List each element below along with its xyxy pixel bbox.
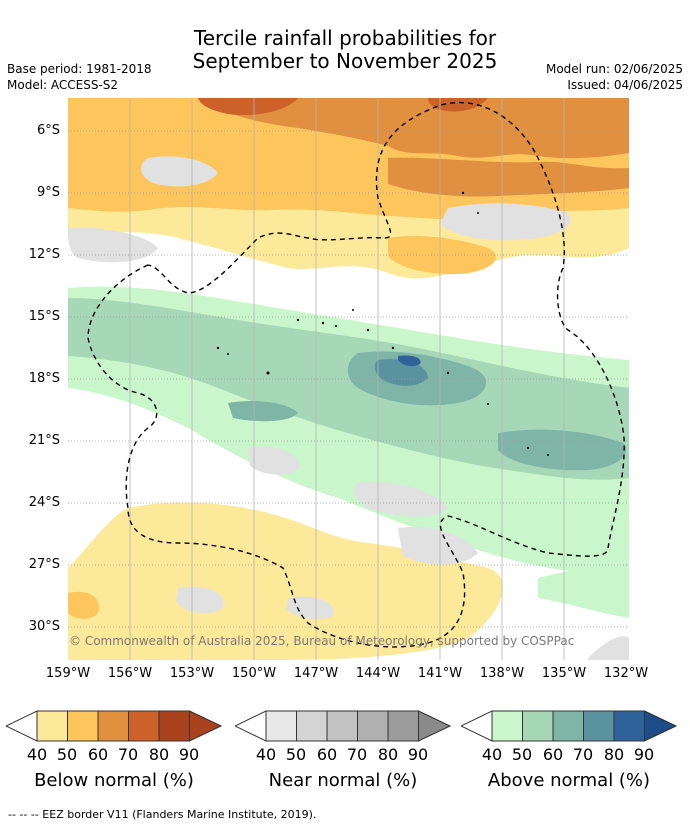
- below-normal-colorbar: [6, 710, 222, 742]
- base-period: Base period: 1981-2018: [7, 62, 152, 76]
- cbar-swatch-60: [97, 710, 129, 742]
- above-normal-60-west: [228, 401, 298, 422]
- cbar-tick: 70: [572, 745, 594, 764]
- lat-label: 18°S: [28, 371, 60, 386]
- cbar-swatch-80: [613, 710, 645, 742]
- near-normal-region-3: [68, 227, 158, 263]
- cbar-swatch-40: [265, 710, 297, 742]
- copyright-notice: © Commonwealth of Australia 2025, Bureau…: [69, 634, 575, 648]
- lat-label: 12°S: [28, 247, 60, 262]
- near-normal-region-4: [248, 446, 300, 475]
- near-normal-title: Near normal (%): [268, 770, 418, 791]
- cbar-tick: 80: [148, 745, 170, 764]
- eez-legend: -- -- -- EEZ border V11 (Flanders Marine…: [8, 808, 317, 821]
- below-normal-south: [68, 502, 503, 660]
- cbar-tick: 60: [316, 745, 338, 764]
- lon-label: 147°W: [293, 666, 339, 681]
- cbar-tick: 40: [481, 745, 503, 764]
- lon-label: 135°W: [541, 666, 587, 681]
- near-normal-region-6: [398, 527, 478, 565]
- cbar-tick: 50: [285, 745, 307, 764]
- lon-label: 138°W: [479, 666, 525, 681]
- cbar-tick: 60: [87, 745, 109, 764]
- cbar-tick: 90: [178, 745, 200, 764]
- lon-label: 156°W: [107, 666, 153, 681]
- cbar-tick: 60: [542, 745, 564, 764]
- longitude-gridlines: [129, 98, 565, 660]
- lon-label: 150°W: [231, 666, 277, 681]
- lon-label: 159°W: [45, 666, 91, 681]
- cbar-over-triangle: [418, 710, 451, 742]
- near-normal-region-9: [588, 636, 629, 660]
- below-normal-60-east: [388, 157, 629, 197]
- latitude-gridlines: [68, 130, 629, 628]
- above-normal-40-south: [538, 566, 629, 618]
- lon-label: 141°W: [417, 666, 463, 681]
- eez-border: [87, 101, 625, 648]
- cbar-tick: 40: [26, 745, 48, 764]
- cbar-tick: 80: [377, 745, 399, 764]
- cbar-swatch-40: [491, 710, 523, 742]
- lat-label: 24°S: [28, 495, 60, 510]
- near-normal-region-5: [353, 482, 448, 517]
- cbar-swatch-50: [522, 710, 554, 742]
- cbar-tick: 40: [255, 745, 277, 764]
- below-normal-50-mid: [388, 236, 497, 275]
- above-normal-50-region: [68, 298, 629, 480]
- lon-label: 153°W: [169, 666, 215, 681]
- above-normal-colorbar: [461, 710, 677, 742]
- cbar-swatch-70: [128, 710, 160, 742]
- lon-label: 144°W: [355, 666, 401, 681]
- near-normal-region-8: [286, 596, 334, 620]
- near-normal-region-7: [176, 586, 224, 614]
- cbar-swatch-80: [158, 710, 190, 742]
- map-title-line2: September to November 2025: [192, 49, 498, 73]
- cbar-swatch-70: [583, 710, 615, 742]
- cbar-swatch-50: [67, 710, 99, 742]
- cbar-under-triangle: [461, 710, 493, 742]
- lat-label: 30°S: [28, 619, 60, 634]
- lat-label: 6°S: [36, 123, 60, 138]
- model-run: Model run: 02/06/2025: [545, 62, 683, 76]
- cbar-tick: 90: [633, 745, 655, 764]
- lat-label: 27°S: [28, 557, 60, 572]
- below-normal-60-region: [218, 98, 629, 159]
- above-normal-80-region: [398, 355, 421, 367]
- cbar-swatch-60: [326, 710, 358, 742]
- below-normal-70-east: [428, 98, 488, 112]
- lat-label: 15°S: [28, 309, 60, 324]
- near-normal-region-2: [440, 203, 571, 241]
- cbar-over-triangle: [644, 710, 677, 742]
- cbar-tick: 50: [511, 745, 533, 764]
- cbar-tick: 90: [407, 745, 429, 764]
- cbar-swatch-60: [552, 710, 584, 742]
- cbar-swatch-40: [36, 710, 68, 742]
- cbar-over-triangle: [189, 710, 222, 742]
- below-normal-50-south: [68, 591, 99, 619]
- islands: [216, 191, 549, 456]
- cbar-tick: 70: [346, 745, 368, 764]
- probability-map: [68, 98, 629, 660]
- cbar-tick: 80: [603, 745, 625, 764]
- cbar-under-triangle: [6, 710, 38, 742]
- cbar-tick: 70: [117, 745, 139, 764]
- cbar-under-triangle: [235, 710, 267, 742]
- map-title-line1: Tercile rainfall probabilities for: [193, 26, 497, 50]
- near-normal-region-1: [141, 156, 218, 187]
- near-normal-colorbar: [235, 710, 451, 742]
- above-normal-60-east: [498, 429, 627, 471]
- below-normal-70-region: [198, 98, 298, 116]
- above-normal-title: Above normal (%): [487, 770, 651, 791]
- map-canvas: [68, 98, 629, 660]
- cbar-swatch-80: [387, 710, 419, 742]
- cbar-swatch-70: [357, 710, 389, 742]
- lon-label: 132°W: [603, 666, 649, 681]
- cbar-tick: 50: [56, 745, 78, 764]
- cbar-swatch-50: [296, 710, 328, 742]
- issued-date: Issued: 04/06/2025: [567, 78, 683, 92]
- below-normal-title: Below normal (%): [34, 770, 194, 791]
- lat-label: 9°S: [36, 185, 60, 200]
- lat-label: 21°S: [28, 433, 60, 448]
- model-name: Model: ACCESS-S2: [7, 78, 119, 92]
